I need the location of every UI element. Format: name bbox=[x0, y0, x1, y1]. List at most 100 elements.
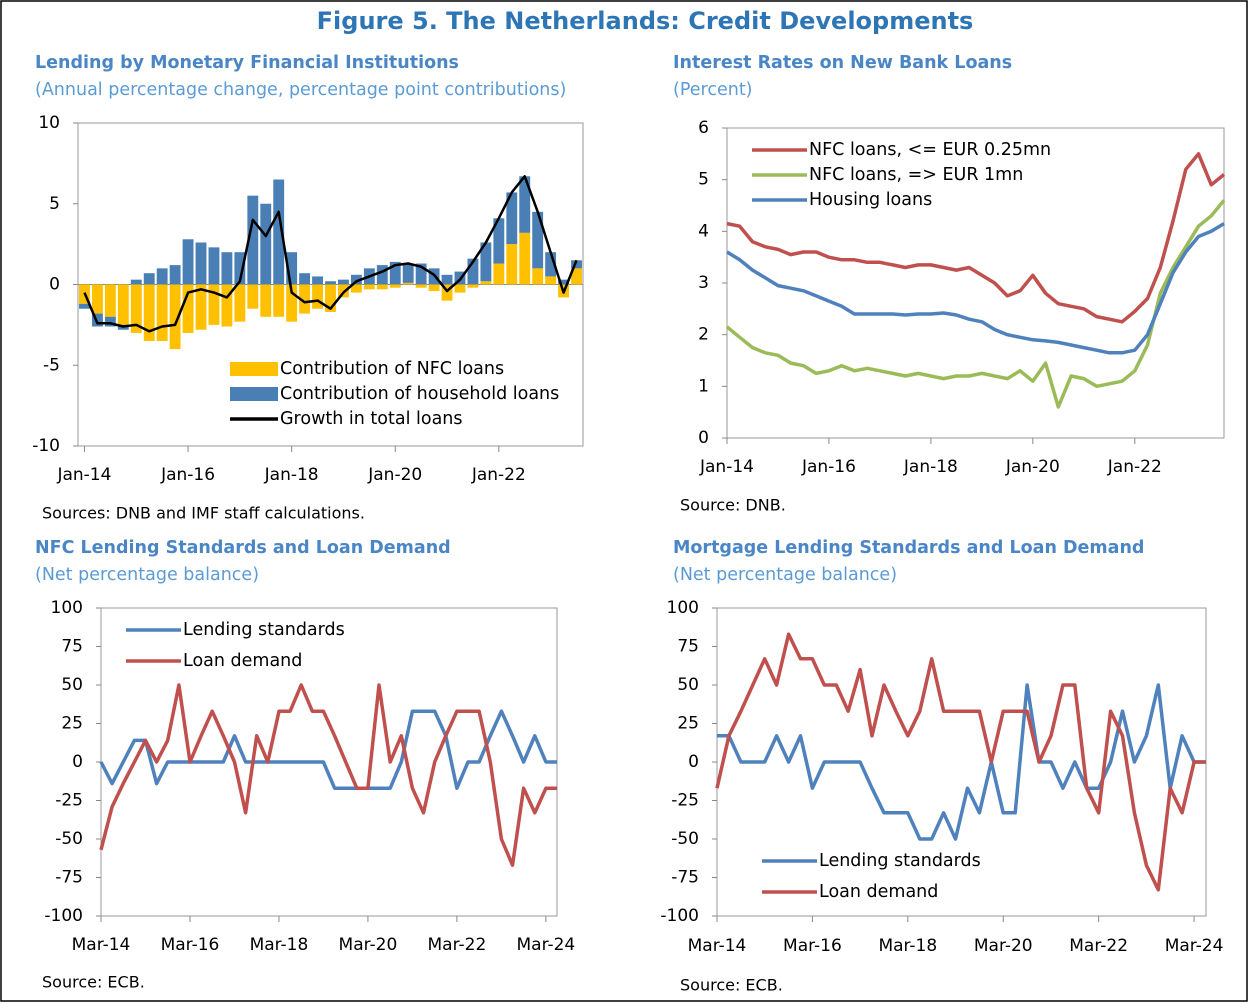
series-line bbox=[725, 199, 1226, 409]
legend-label: Housing loans bbox=[809, 190, 932, 210]
y-tick-label: -50 bbox=[671, 829, 699, 849]
bar bbox=[143, 273, 155, 285]
chart-subtitle: (Net percentage balance) bbox=[673, 565, 897, 585]
series-line bbox=[726, 222, 1225, 355]
bar bbox=[467, 284, 479, 288]
y-tick-label: -25 bbox=[55, 791, 83, 811]
bar bbox=[571, 260, 582, 269]
bar bbox=[545, 276, 557, 285]
bar bbox=[402, 282, 414, 285]
x-tick-label: Jan-22 bbox=[471, 465, 526, 485]
bar bbox=[299, 273, 311, 285]
bar bbox=[467, 258, 479, 285]
bar bbox=[234, 284, 246, 322]
source-note: Source: DNB. bbox=[680, 496, 786, 515]
source-note: Sources: DNB and IMF staff calculations. bbox=[42, 504, 365, 523]
bar bbox=[441, 274, 453, 285]
bar bbox=[208, 247, 220, 285]
bar bbox=[247, 284, 259, 309]
y-tick-label: 4 bbox=[698, 221, 709, 241]
bar bbox=[415, 284, 427, 288]
chart-subtitle: (Percent) bbox=[673, 80, 753, 100]
y-tick-label: 0 bbox=[688, 752, 699, 772]
bar bbox=[182, 284, 194, 333]
y-tick-label: 50 bbox=[677, 675, 699, 695]
x-tick-label: Jan-22 bbox=[1107, 457, 1162, 477]
x-tick-label: Jan-18 bbox=[264, 465, 319, 485]
bar bbox=[350, 284, 362, 293]
bar bbox=[286, 252, 298, 285]
y-tick-label: 2 bbox=[698, 325, 709, 345]
chart-title: Lending by Monetary Financial Institutio… bbox=[35, 53, 459, 73]
bar bbox=[376, 265, 388, 285]
y-tick-label: 5 bbox=[49, 194, 60, 214]
bar bbox=[312, 284, 323, 309]
y-tick-label: 0 bbox=[72, 752, 83, 772]
x-tick-label: Mar-24 bbox=[516, 935, 575, 955]
bar bbox=[312, 276, 323, 285]
y-tick-label: -5 bbox=[43, 355, 60, 375]
y-tick-label: 25 bbox=[677, 714, 699, 734]
y-tick-label: -50 bbox=[55, 829, 83, 849]
x-tick-label: Jan-14 bbox=[699, 457, 754, 477]
bar bbox=[545, 252, 557, 277]
chart-subtitle: (Annual percentage change, percentage po… bbox=[35, 80, 566, 100]
bar bbox=[182, 239, 194, 285]
legend-label: Loan demand bbox=[819, 882, 938, 902]
y-tick-label: 1 bbox=[698, 376, 709, 396]
y-tick-label: 3 bbox=[698, 273, 709, 293]
legend-label: NFC loans, => EUR 1mn bbox=[809, 165, 1023, 185]
y-tick-label: -75 bbox=[55, 868, 83, 888]
bar bbox=[156, 284, 168, 342]
x-tick-label: Jan-20 bbox=[1005, 457, 1060, 477]
bar bbox=[286, 284, 298, 322]
chart-title: Interest Rates on New Bank Loans bbox=[673, 53, 1012, 73]
bar bbox=[325, 281, 336, 285]
y-tick-label: 6 bbox=[698, 118, 709, 138]
x-tick-label: Mar-14 bbox=[72, 935, 131, 955]
x-tick-label: Mar-18 bbox=[250, 935, 309, 955]
bar bbox=[389, 261, 401, 285]
y-tick-label: -100 bbox=[44, 906, 83, 926]
legend-label: Lending standards bbox=[183, 620, 345, 640]
series-line bbox=[99, 709, 557, 790]
bar bbox=[402, 263, 414, 283]
x-tick-label: Mar-22 bbox=[428, 935, 487, 955]
figure-title: Figure 5. The Netherlands: Credit Develo… bbox=[317, 7, 974, 35]
bar bbox=[480, 242, 492, 282]
x-tick-label: Mar-14 bbox=[688, 936, 747, 956]
x-tick-label: Jan-16 bbox=[160, 465, 215, 485]
bar bbox=[506, 244, 518, 285]
y-tick-label: 5 bbox=[698, 170, 709, 190]
bar bbox=[208, 284, 220, 325]
bar bbox=[428, 284, 440, 291]
y-tick-label: -100 bbox=[660, 906, 699, 926]
bar bbox=[104, 284, 116, 317]
bar bbox=[117, 284, 129, 325]
y-tick-label: 25 bbox=[61, 714, 83, 734]
y-tick-label: 0 bbox=[49, 275, 60, 295]
legend-swatch bbox=[230, 362, 278, 376]
bar bbox=[389, 284, 401, 288]
x-tick-label: Mar-20 bbox=[339, 935, 398, 955]
y-tick-label: 75 bbox=[61, 637, 83, 657]
source-note: Source: ECB. bbox=[42, 973, 145, 992]
bar bbox=[506, 192, 518, 245]
bar bbox=[104, 316, 116, 327]
bar bbox=[273, 179, 285, 285]
bar bbox=[247, 195, 259, 285]
y-tick-label: 100 bbox=[51, 598, 83, 618]
legend-label: Contribution of NFC loans bbox=[280, 359, 504, 379]
x-tick-label: Mar-18 bbox=[878, 936, 937, 956]
bar bbox=[260, 284, 272, 317]
bar bbox=[195, 284, 207, 330]
bar bbox=[143, 284, 155, 342]
x-tick-label: Mar-16 bbox=[161, 935, 220, 955]
bar bbox=[169, 265, 181, 285]
y-tick-label: -25 bbox=[671, 791, 699, 811]
series-line bbox=[99, 683, 557, 867]
y-tick-label: 50 bbox=[61, 675, 83, 695]
source-note: Source: ECB. bbox=[680, 976, 783, 995]
bar bbox=[454, 284, 466, 293]
